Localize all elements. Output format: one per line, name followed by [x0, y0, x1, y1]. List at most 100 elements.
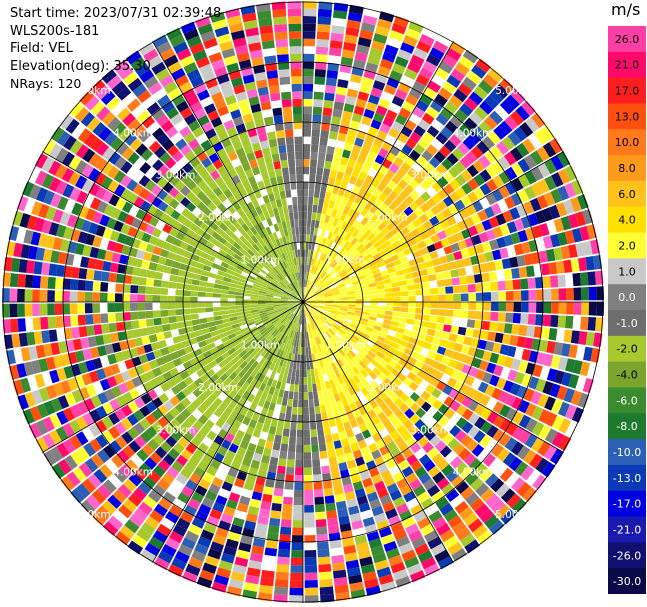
velocity-gate: [158, 231, 169, 241]
velocity-gate: [273, 24, 288, 33]
velocity-gate: [245, 474, 257, 484]
velocity-gate: [198, 168, 210, 180]
velocity-gate: [455, 461, 468, 475]
velocity-gate: [521, 348, 532, 362]
velocity-gate: [190, 101, 203, 114]
velocity-gate: [303, 264, 305, 272]
velocity-gate: [184, 320, 193, 328]
velocity-gate: [546, 340, 556, 354]
velocity-gate: [484, 251, 495, 262]
velocity-gate: [373, 376, 383, 386]
velocity-gate: [335, 245, 343, 254]
velocity-gate: [596, 286, 604, 301]
velocity-gate: [296, 181, 303, 190]
velocity-gate: [581, 302, 589, 316]
velocity-gate: [562, 199, 575, 215]
velocity-gate: [413, 319, 422, 327]
velocity-gate: [352, 318, 361, 324]
velocity-gate: [295, 272, 299, 281]
velocity-gate: [172, 260, 182, 269]
velocity-gate: [404, 397, 415, 408]
velocity-gate: [294, 482, 303, 491]
velocity-gate: [329, 284, 338, 290]
velocity-gate: [275, 238, 282, 248]
elevation-label: Elevation(deg): 35.30: [10, 58, 151, 74]
velocity-gate: [214, 240, 224, 249]
velocity-gate: [532, 225, 543, 239]
velocity-gate: [318, 563, 332, 573]
velocity-gate: [212, 18, 228, 31]
velocity-gate: [444, 316, 453, 325]
velocity-gate: [311, 212, 317, 221]
velocity-gate: [145, 278, 155, 287]
velocity-gate: [230, 319, 239, 326]
velocity-gate: [257, 398, 266, 408]
velocity-gate: [320, 325, 327, 333]
velocity-gate: [417, 354, 427, 363]
velocity-gate: [246, 366, 255, 376]
velocity-gate: [423, 295, 431, 302]
velocity-gate: [209, 508, 223, 520]
velocity-gate: [288, 212, 294, 221]
velocity-gate: [413, 234, 424, 244]
velocity-gate: [424, 429, 437, 442]
velocity-gate: [450, 269, 459, 278]
velocity-gate: [310, 303, 318, 307]
velocity-gate: [70, 315, 79, 327]
velocity-gate: [107, 292, 116, 302]
velocity-gate: [481, 241, 492, 253]
velocity-gate: [524, 433, 538, 449]
velocity-gate: [297, 414, 303, 423]
velocity-gate: [399, 256, 409, 264]
velocity-gate: [274, 579, 289, 588]
velocity-gate: [329, 539, 342, 549]
velocity-gate: [279, 358, 285, 367]
velocity-gate: [303, 83, 314, 92]
velocity-gate: [385, 244, 394, 253]
velocity-gate: [333, 576, 348, 587]
velocity-gate: [297, 204, 303, 212]
velocity-gate: [32, 275, 41, 289]
velocity-gate: [115, 197, 127, 210]
velocity-gate: [332, 305, 341, 308]
velocity-gate: [287, 300, 296, 302]
velocity-gate: [19, 212, 31, 228]
velocity-gate: [144, 457, 157, 470]
velocity-gate: [406, 222, 417, 232]
velocity-gate: [154, 146, 167, 159]
velocity-gate: [277, 206, 284, 215]
velocity-gate: [252, 283, 261, 289]
velocity-gate: [175, 315, 185, 323]
velocity-gate: [38, 233, 49, 248]
velocity-gate: [410, 264, 420, 273]
velocity-gate: [422, 341, 432, 350]
velocity-gate: [178, 544, 193, 557]
velocity-gate: [323, 310, 332, 315]
velocity-gate: [315, 288, 322, 294]
velocity-gate: [574, 211, 587, 227]
velocity-gate: [351, 262, 360, 269]
velocity-gate: [355, 307, 363, 312]
velocity-gate: [225, 178, 235, 189]
velocity-gate: [401, 261, 411, 269]
velocity-gate: [312, 337, 317, 346]
velocity-gate: [297, 296, 303, 302]
velocity-gate: [227, 359, 236, 368]
velocity-gate: [575, 242, 586, 257]
velocity-gate: [258, 310, 267, 314]
velocity-gate: [402, 377, 413, 387]
velocity-gate: [220, 306, 229, 311]
velocity-gate: [160, 120, 174, 133]
velocity-gate: [509, 256, 519, 268]
velocity-gate: [292, 527, 303, 536]
velocity-gate: [450, 350, 461, 361]
velocity-gate: [293, 113, 302, 122]
velocity-gate: [473, 126, 487, 140]
velocity-gate: [319, 137, 328, 146]
velocity-gate: [290, 282, 296, 290]
velocity-gate: [303, 309, 306, 317]
velocity-gate: [454, 109, 469, 123]
velocity-gate: [394, 349, 404, 358]
velocity-gate: [460, 195, 472, 207]
velocity-gate: [274, 434, 282, 444]
